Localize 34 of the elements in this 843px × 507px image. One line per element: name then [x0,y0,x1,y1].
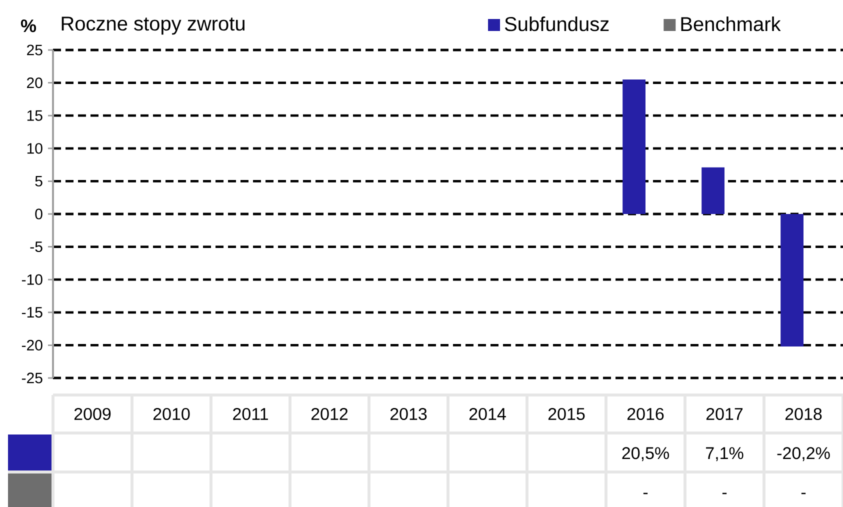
bar [622,80,646,214]
y-tick-label: 15 [27,110,42,121]
data-label: 20,5% [622,447,669,462]
x-tick-label: 2014 [469,408,506,420]
chart-title: Roczne stopy zwrotu [62,16,244,35]
x-tick-label: 2011 [233,408,268,420]
y-tick-label: 20 [27,77,42,88]
data-label: 7,1% [706,447,744,462]
x-tick-label: 2015 [548,408,585,420]
y-tick-label: -10 [22,274,42,285]
y-tick-label: 0 [35,208,42,220]
x-tick-label: 2017 [706,408,743,420]
y-axis-title: % [20,19,36,32]
bar [780,214,804,347]
x-tick-label: 2016 [627,408,664,420]
x-tick-label: 2018 [785,408,822,420]
legend-label: Subfundusz [504,16,609,32]
y-tick-label: -15 [22,307,42,318]
x-tick-label: 2013 [390,408,427,420]
x-tick-label: 2009 [74,408,111,420]
x-tick-label: 2012 [311,408,348,420]
y-tick-label: -5 [30,242,42,252]
y-tick-label: 10 [27,143,42,154]
text: - [722,492,727,494]
data-label: -20,2% [777,447,830,462]
legend-label: Benchmark [681,16,781,32]
y-tick-label: 25 [27,44,42,56]
text: - [643,492,648,494]
text: - [801,492,806,494]
y-tick-label: -25 [22,372,42,384]
y-tick-label: -20 [22,340,42,351]
bar [702,167,724,214]
y-tick-label: 5 [35,176,42,186]
x-tick-label: 2010 [153,408,190,420]
